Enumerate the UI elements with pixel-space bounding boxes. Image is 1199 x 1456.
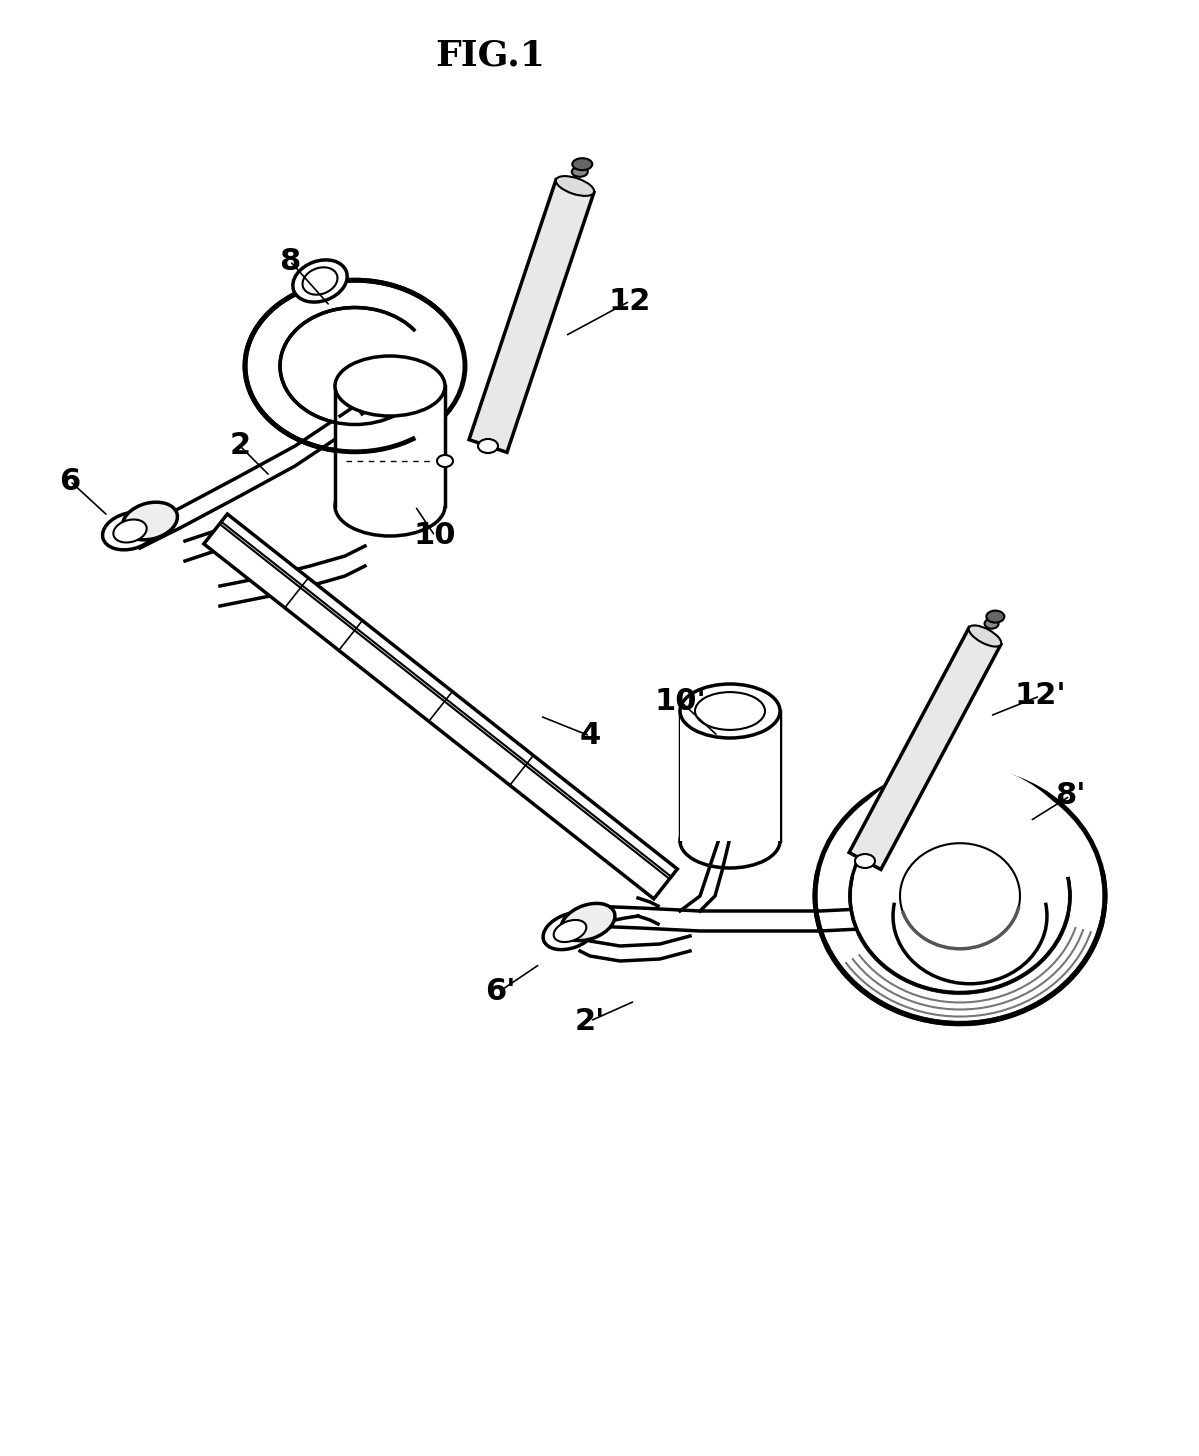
Polygon shape [204,514,677,898]
Ellipse shape [984,619,999,629]
Ellipse shape [335,357,445,416]
Text: 4: 4 [579,722,601,750]
Text: 6: 6 [60,466,80,495]
Text: 8: 8 [279,246,301,275]
Ellipse shape [850,799,1070,993]
Ellipse shape [554,920,586,942]
Polygon shape [335,386,445,507]
Wedge shape [830,763,1091,882]
Text: 10': 10' [655,686,706,715]
Ellipse shape [855,855,875,868]
Ellipse shape [680,684,781,738]
Text: 8': 8' [1055,782,1085,811]
Polygon shape [849,628,1001,869]
Ellipse shape [680,814,781,868]
Ellipse shape [114,520,146,543]
Ellipse shape [478,440,498,453]
Ellipse shape [122,502,177,540]
Ellipse shape [969,626,1001,646]
Ellipse shape [103,513,157,550]
Text: 2': 2' [574,1006,605,1035]
Ellipse shape [245,280,465,451]
Ellipse shape [572,159,592,170]
Ellipse shape [293,261,348,301]
Text: 12': 12' [1014,681,1066,711]
Text: 10: 10 [414,521,457,550]
Polygon shape [680,711,781,842]
Text: 6': 6' [484,977,516,1006]
Text: 12: 12 [609,287,651,316]
Ellipse shape [302,268,337,294]
Text: 2: 2 [229,431,251,460]
Ellipse shape [987,610,1005,623]
Ellipse shape [572,167,588,176]
Ellipse shape [695,692,765,729]
Ellipse shape [900,843,1020,949]
Ellipse shape [561,903,615,941]
Polygon shape [219,546,345,606]
Ellipse shape [815,769,1105,1024]
Wedge shape [387,320,446,435]
Text: FIG.1: FIG.1 [435,39,546,73]
Polygon shape [469,179,594,453]
Ellipse shape [335,476,445,536]
Ellipse shape [436,454,453,467]
Ellipse shape [543,913,597,949]
Ellipse shape [281,307,430,425]
Ellipse shape [556,176,595,197]
